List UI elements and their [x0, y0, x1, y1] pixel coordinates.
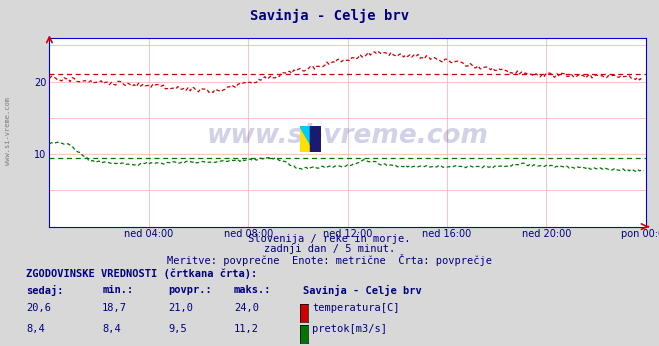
Text: 20,6: 20,6 [26, 303, 51, 313]
Text: 24,0: 24,0 [234, 303, 259, 313]
Text: pretok[m3/s]: pretok[m3/s] [312, 324, 387, 334]
Text: povpr.:: povpr.: [168, 285, 212, 295]
Bar [310, 126, 321, 152]
Polygon shape [300, 126, 310, 145]
Bar [300, 126, 310, 152]
Text: maks.:: maks.: [234, 285, 272, 295]
Text: Meritve: povprečne  Enote: metrične  Črta: povprečje: Meritve: povprečne Enote: metrične Črta:… [167, 254, 492, 266]
Text: min.:: min.: [102, 285, 133, 295]
Text: 8,4: 8,4 [26, 324, 45, 334]
Text: 9,5: 9,5 [168, 324, 186, 334]
Text: sedaj:: sedaj: [26, 285, 64, 297]
Text: Slovenija / reke in morje.: Slovenija / reke in morje. [248, 234, 411, 244]
Text: zadnji dan / 5 minut.: zadnji dan / 5 minut. [264, 244, 395, 254]
Text: www.si-vreme.com: www.si-vreme.com [5, 98, 11, 165]
Text: 8,4: 8,4 [102, 324, 121, 334]
Text: ZGODOVINSKE VREDNOSTI (črtkana črta):: ZGODOVINSKE VREDNOSTI (črtkana črta): [26, 268, 258, 279]
Polygon shape [310, 126, 321, 152]
Text: Savinja - Celje brv: Savinja - Celje brv [250, 9, 409, 23]
Text: Savinja - Celje brv: Savinja - Celje brv [303, 285, 422, 297]
Text: temperatura[C]: temperatura[C] [312, 303, 400, 313]
Text: www.si-vreme.com: www.si-vreme.com [207, 123, 488, 149]
Text: 11,2: 11,2 [234, 324, 259, 334]
Text: 21,0: 21,0 [168, 303, 193, 313]
Text: 18,7: 18,7 [102, 303, 127, 313]
